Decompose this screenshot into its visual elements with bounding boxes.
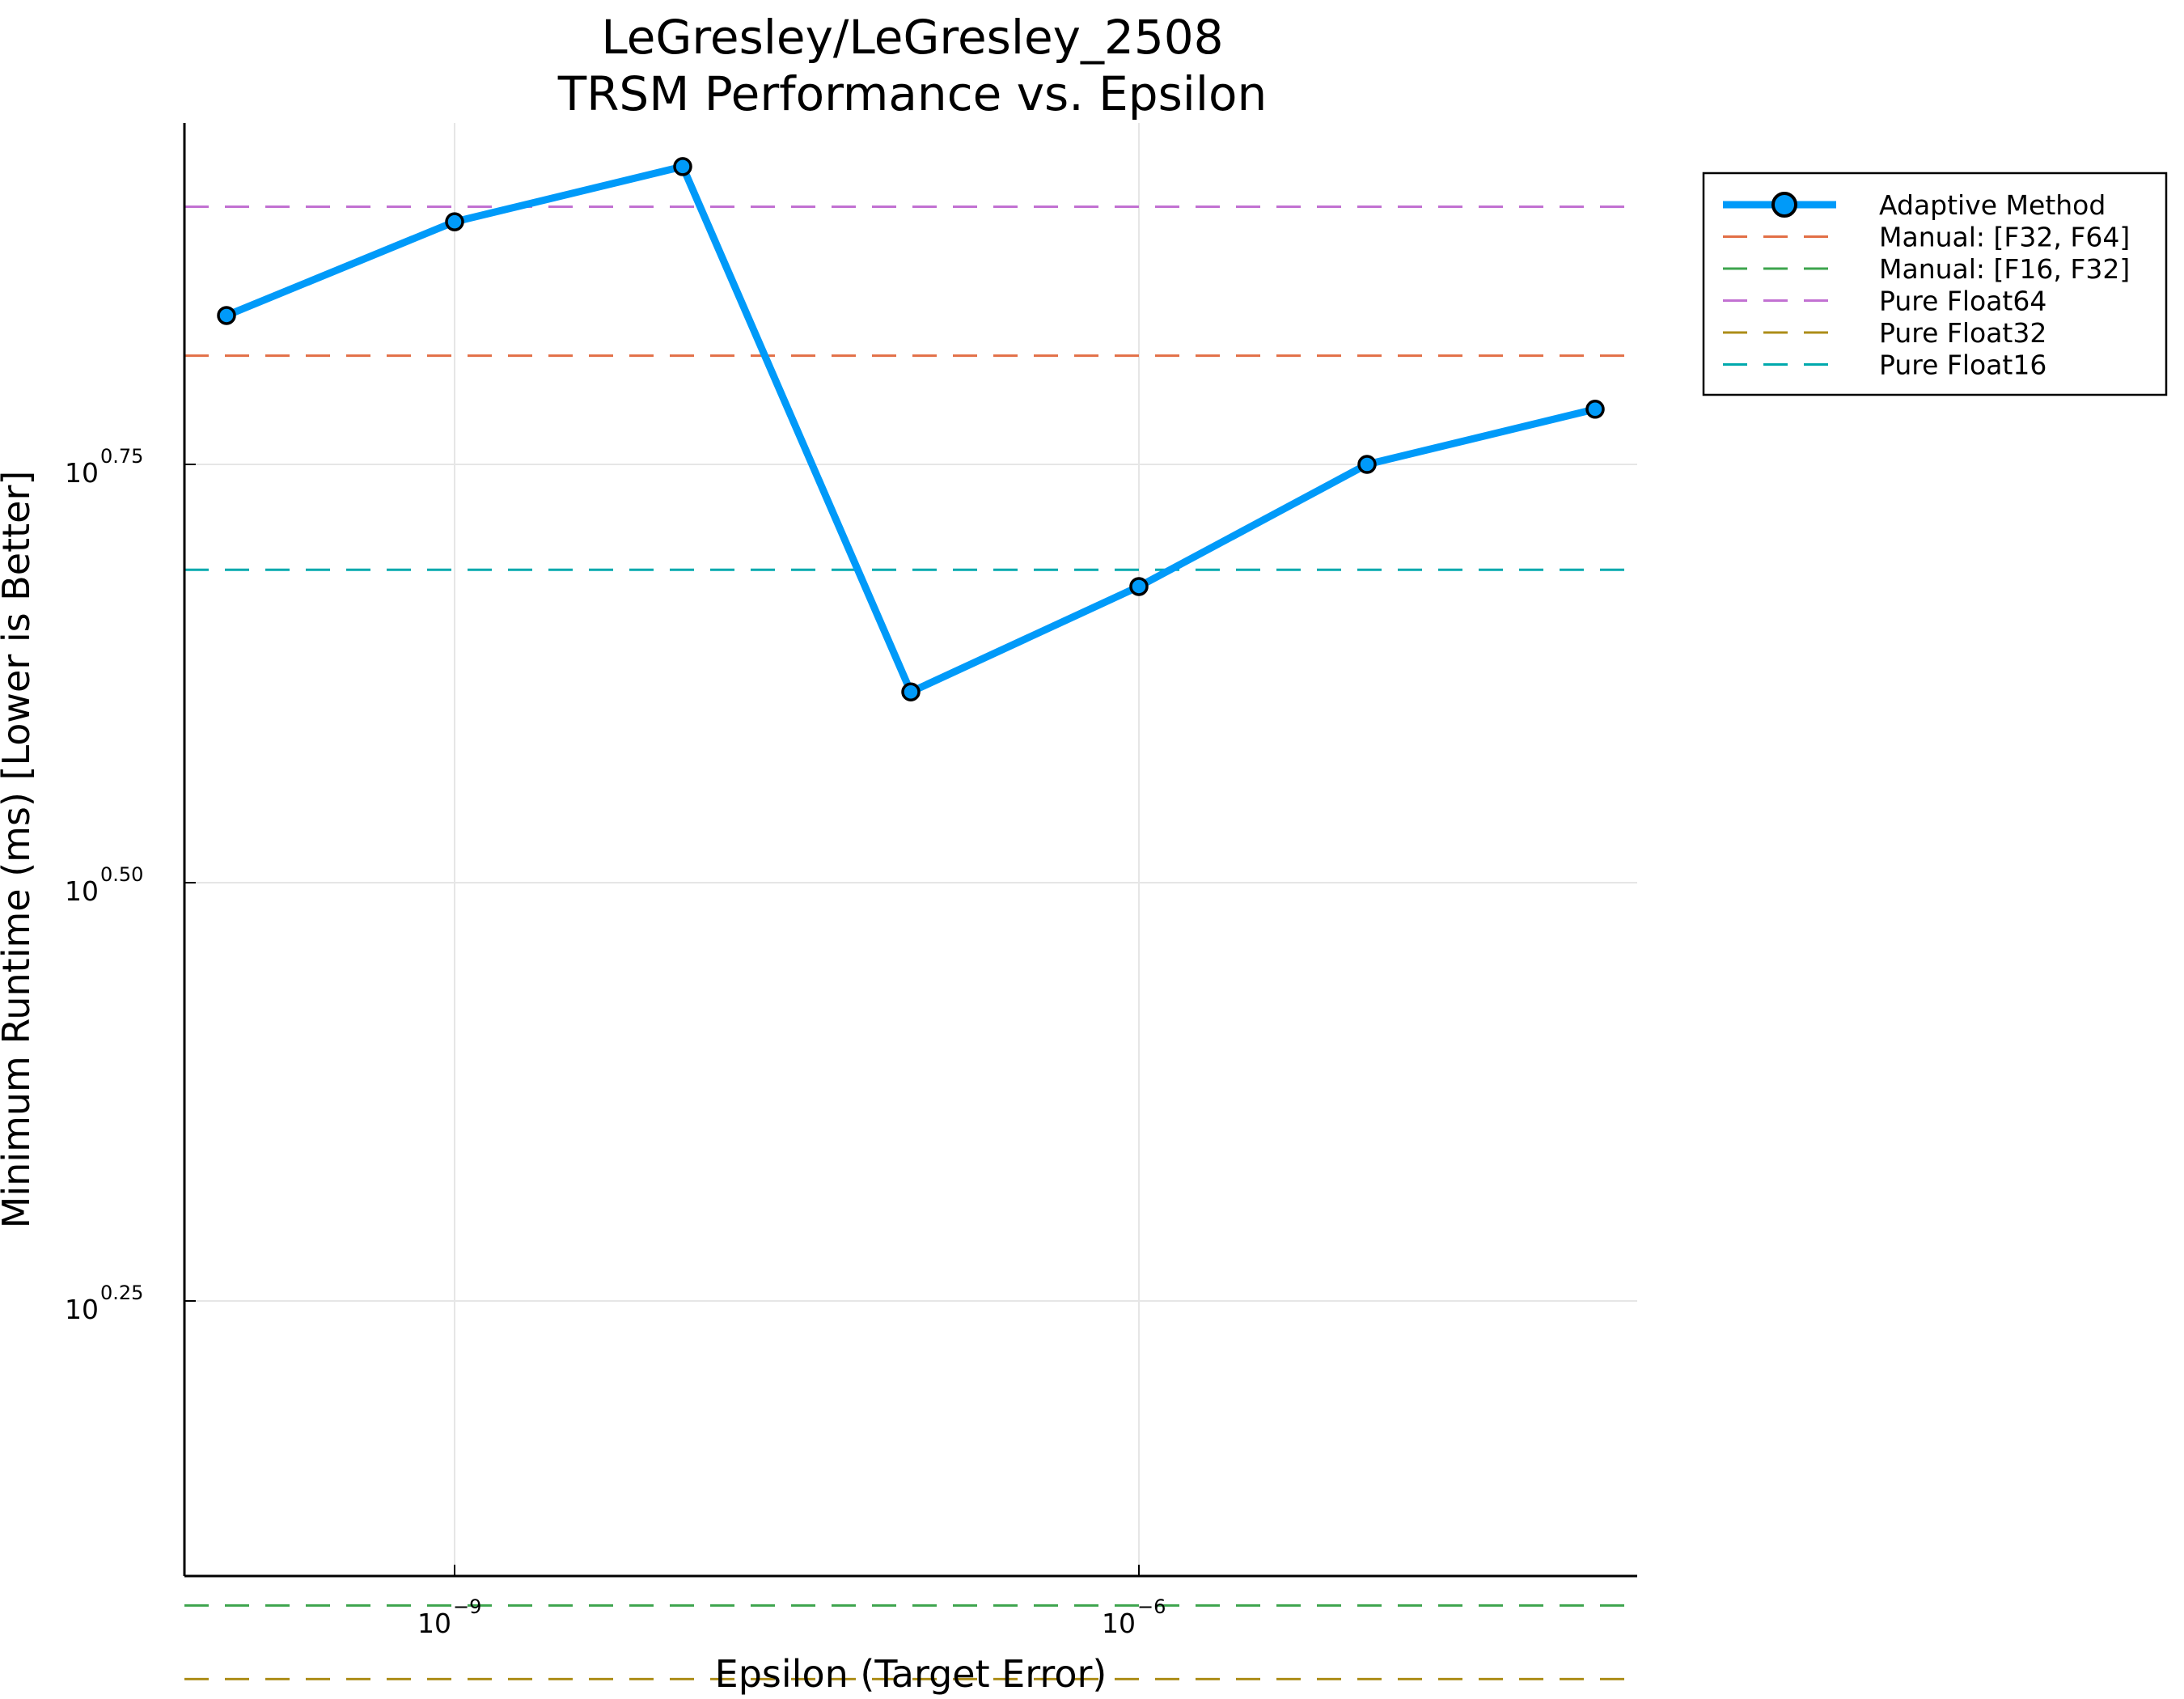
x-tick-exponent: −9 [453, 1595, 481, 1618]
legend-entry-label: Manual: [F16, F32] [1879, 253, 2130, 285]
data-point [445, 212, 464, 231]
legend-entry-label: Adaptive Method [1879, 189, 2106, 221]
data-point [1585, 400, 1605, 419]
data-point [217, 306, 236, 325]
data-point [673, 157, 692, 176]
y-tick-label: 10 [65, 1294, 99, 1325]
reference-lines [184, 205, 1637, 1680]
adaptive-series [217, 157, 1605, 701]
legend-swatch-marker [1771, 192, 1797, 218]
y-tick-label: 10 [65, 457, 99, 489]
grid-lines [184, 123, 1637, 1576]
chart-title: LeGresley/LeGresley_2508 [601, 10, 1223, 65]
data-point [1357, 455, 1377, 474]
y-axis-label: Minimum Runtime (ms) [Lower is Better] [0, 471, 38, 1229]
x-ticks: 10−910−6 [417, 1565, 1166, 1639]
legend-entry-label: Manual: [F32, F64] [1879, 222, 2130, 253]
chart-subtitle: TRSM Performance vs. Epsilon [557, 66, 1268, 121]
series-line [225, 163, 1597, 696]
x-axis-label: Epsilon (Target Error) [715, 1652, 1107, 1696]
data-point [901, 682, 921, 701]
data-point [1129, 577, 1149, 596]
y-tick-exponent: 0.50 [100, 863, 143, 886]
x-tick-label: 10 [1102, 1608, 1136, 1639]
legend-entry-label: Pure Float32 [1879, 317, 2046, 349]
legend-entry-label: Pure Float16 [1879, 350, 2046, 381]
y-tick-label: 10 [65, 875, 99, 907]
y-tick-exponent: 0.75 [100, 445, 143, 468]
axes [183, 123, 1637, 1578]
x-tick-label: 10 [417, 1608, 451, 1639]
y-tick-exponent: 0.25 [100, 1282, 143, 1304]
x-tick-exponent: −6 [1137, 1595, 1166, 1618]
legend-entry-label: Pure Float64 [1879, 286, 2046, 317]
